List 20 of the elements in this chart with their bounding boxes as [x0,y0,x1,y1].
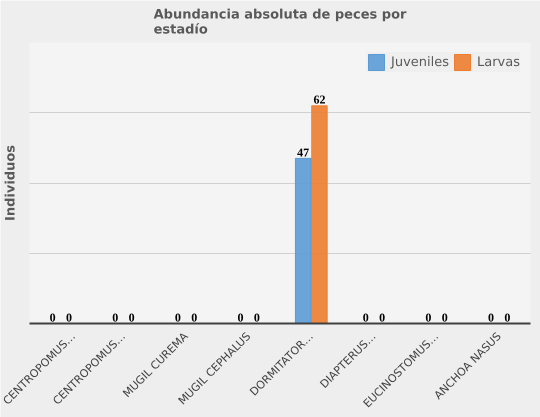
data-label: 0 [128,310,135,324]
y-axis-title: Individuos [4,144,18,222]
data-label: 47 [297,145,310,160]
data-label: 0 [362,310,369,324]
data-label: 0 [238,310,244,324]
data-label: 0 [50,310,56,324]
data-label: 0 [425,310,432,324]
legend-label: Juveniles [391,54,449,70]
data-label: 0 [488,310,494,324]
legend-label: Larvas [477,54,520,70]
data-label: 0 [66,310,72,324]
data-label: 0 [191,310,198,324]
data-label: 0 [254,310,260,324]
data-label: 0 [442,310,448,324]
data-label: 62 [313,92,326,107]
data-label: 0 [379,310,386,324]
data-label: 0 [504,310,510,324]
chart-title: Abundancia absoluta de peces por estadío [154,8,408,38]
data-label: 0 [174,310,181,324]
data-label: 0 [112,310,118,324]
